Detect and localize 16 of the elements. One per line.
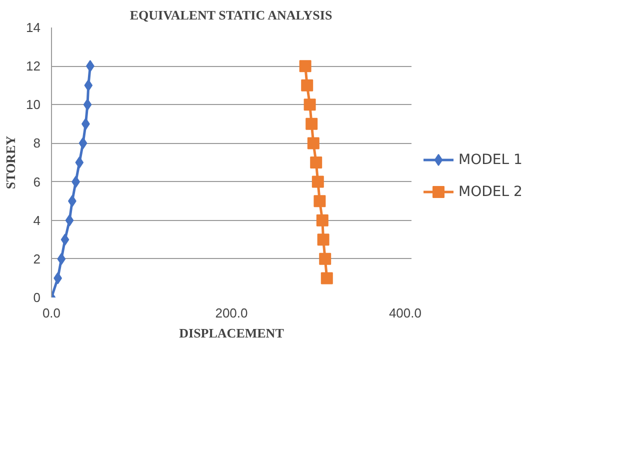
y-tick-label: 12: [26, 58, 41, 74]
x-tick-label: 0.0: [42, 306, 61, 320]
x-axis-title: DISPLACEMENT: [179, 326, 284, 340]
x-tick-label: 400.0: [388, 306, 422, 320]
y-tick-label: 6: [33, 174, 41, 190]
y-tick-label: 0: [33, 290, 41, 305]
y-tick-label: 8: [33, 136, 41, 151]
y-tick-label: 10: [26, 97, 41, 112]
x-tick-label: 200.0: [215, 306, 248, 320]
legend-label: MODEL 2: [458, 184, 522, 200]
legend-label: MODEL 1: [458, 152, 522, 168]
chart-title: EQUIVALENT STATIC ANALYSIS: [130, 8, 332, 22]
y-axis-title: STOREY: [3, 135, 18, 190]
y-tick-label: 14: [26, 20, 41, 35]
y-tick-label: 2: [33, 251, 41, 266]
y-tick-label: 4: [33, 212, 41, 228]
